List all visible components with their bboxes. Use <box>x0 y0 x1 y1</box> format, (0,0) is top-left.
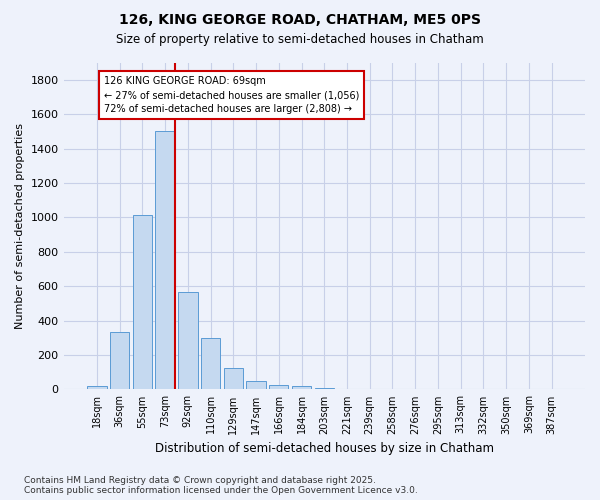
Bar <box>178 292 197 390</box>
Bar <box>133 215 152 390</box>
Bar <box>155 132 175 390</box>
Bar <box>247 381 266 390</box>
Bar <box>87 386 107 390</box>
Bar <box>292 386 311 390</box>
Y-axis label: Number of semi-detached properties: Number of semi-detached properties <box>15 123 25 329</box>
X-axis label: Distribution of semi-detached houses by size in Chatham: Distribution of semi-detached houses by … <box>155 442 494 455</box>
Bar <box>110 332 130 390</box>
Text: Contains HM Land Registry data © Crown copyright and database right 2025.
Contai: Contains HM Land Registry data © Crown c… <box>24 476 418 495</box>
Bar <box>314 388 334 390</box>
Bar <box>224 368 243 390</box>
Bar <box>269 385 289 390</box>
Text: 126 KING GEORGE ROAD: 69sqm
← 27% of semi-detached houses are smaller (1,056)
72: 126 KING GEORGE ROAD: 69sqm ← 27% of sem… <box>104 76 359 114</box>
Text: 126, KING GEORGE ROAD, CHATHAM, ME5 0PS: 126, KING GEORGE ROAD, CHATHAM, ME5 0PS <box>119 12 481 26</box>
Text: Size of property relative to semi-detached houses in Chatham: Size of property relative to semi-detach… <box>116 32 484 46</box>
Bar <box>201 338 220 390</box>
